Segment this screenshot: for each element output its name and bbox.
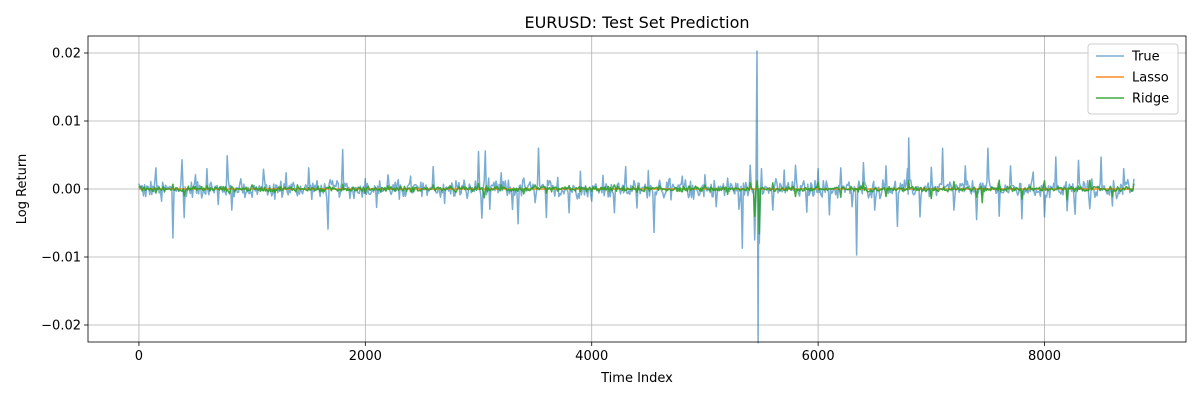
y-tick-label: 0.00 bbox=[52, 183, 81, 198]
y-tick-label: −0.01 bbox=[41, 251, 81, 266]
series-line-true bbox=[138, 50, 1135, 344]
legend: True Lasso Ridge bbox=[1087, 43, 1179, 115]
chart-title: EURUSD: Test Set Prediction bbox=[524, 13, 749, 32]
series-line-ridge bbox=[138, 179, 1135, 235]
x-tick-label: 2000 bbox=[349, 349, 382, 364]
y-axis: −0.02 −0.01 0.00 0.01 0.02 bbox=[41, 47, 88, 334]
series-layer bbox=[138, 50, 1135, 344]
x-tick-label: 4000 bbox=[575, 349, 608, 364]
legend-box bbox=[1087, 43, 1179, 115]
y-tick-label: 0.01 bbox=[52, 115, 81, 130]
y-axis-label: Log Return bbox=[15, 154, 30, 225]
y-tick-label: −0.02 bbox=[41, 319, 81, 334]
x-axis: 0 2000 4000 6000 8000 bbox=[135, 342, 1061, 364]
legend-entry: Lasso bbox=[1132, 71, 1169, 86]
x-axis-label: Time Index bbox=[600, 371, 673, 386]
x-tick-label: 8000 bbox=[1028, 349, 1061, 364]
y-tick-label: 0.02 bbox=[52, 47, 81, 62]
x-tick-label: 0 bbox=[135, 349, 143, 364]
x-tick-label: 6000 bbox=[802, 349, 835, 364]
legend-entry: Ridge bbox=[1132, 92, 1169, 107]
legend-entry: True bbox=[1131, 50, 1160, 65]
